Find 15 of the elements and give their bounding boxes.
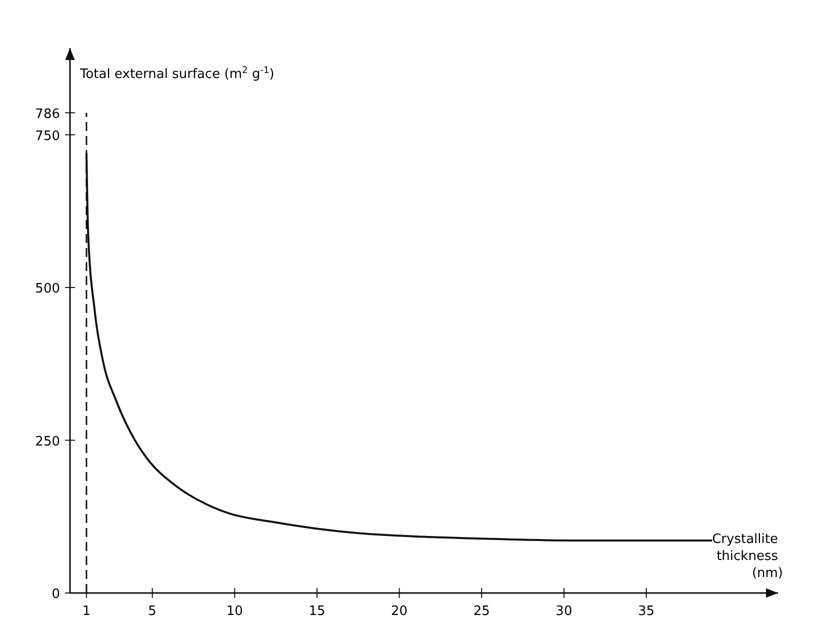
y-tick-label: 0 (52, 587, 60, 602)
y-axis-title: Total external surface (m$^{2}$ g$^{-1}$) (79, 66, 274, 82)
x-tick-label: 5 (148, 604, 156, 619)
y-tick-label: 750 (35, 128, 60, 144)
x-tick-label: 35 (638, 604, 655, 619)
x-tick-label: 30 (556, 604, 572, 619)
y-tick-label: 786 (35, 106, 60, 122)
x-tick-label: 10 (226, 604, 243, 619)
x-tick-label: 1 (82, 604, 91, 619)
y-tick-label: 250 (35, 434, 60, 450)
y-tick-label: 500 (35, 282, 60, 297)
x-tick-label: 20 (391, 604, 408, 619)
x-tick-label: 15 (308, 604, 326, 619)
x-tick-label: 25 (473, 604, 490, 619)
x-axis-title: Crystallite thickness (nm) (712, 532, 783, 581)
